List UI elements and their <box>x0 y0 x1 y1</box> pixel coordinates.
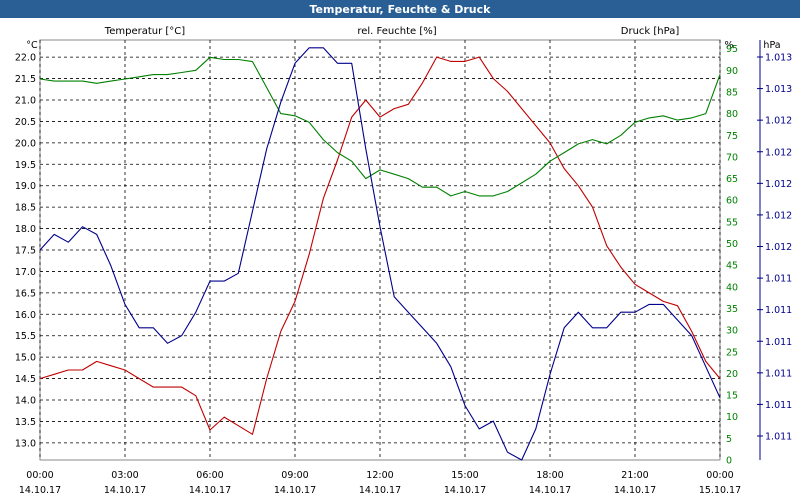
temperature-tick-label: 15.5 <box>15 331 36 342</box>
humidity-tick-label: 45 <box>726 261 738 272</box>
humidity-tick-label: 65 <box>726 174 738 185</box>
humidity-tick-label: 0 <box>726 456 732 467</box>
temperature-tick-label: 19.0 <box>15 181 36 192</box>
x-tick-date: 14.10.17 <box>104 485 146 496</box>
humidity-unit-label: % <box>724 40 733 51</box>
humidity-tick-label: 10 <box>726 412 738 423</box>
pressure-axis-label: Druck [hPa] <box>621 26 680 37</box>
x-tick-date: 14.10.17 <box>614 485 656 496</box>
x-tick-time: 06:00 <box>196 470 223 481</box>
title-bar <box>0 0 800 18</box>
x-tick-date: 14.10.17 <box>19 485 61 496</box>
humidity-tick-label: 55 <box>726 217 738 228</box>
x-tick-date: 14.10.17 <box>444 485 486 496</box>
humidity-tick-label: 40 <box>726 282 738 293</box>
temperature-tick-label: 17.5 <box>15 246 36 257</box>
x-tick-date: 14.10.17 <box>359 485 401 496</box>
humidity-tick-label: 75 <box>726 131 738 142</box>
pressure-tick-label: 1.013 <box>765 84 792 95</box>
temperature-tick-label: 20.0 <box>15 138 36 149</box>
temperature-tick-label: 16.0 <box>15 310 36 321</box>
pressure-tick-label: 1.011 <box>765 274 792 285</box>
humidity-tick-label: 20 <box>726 369 738 380</box>
humidity-tick-label: 50 <box>726 239 738 250</box>
humidity-axis-label: rel. Feuchte [%] <box>357 26 436 37</box>
humidity-tick-label: 80 <box>726 109 738 120</box>
temperature-tick-label: 22.0 <box>15 53 36 64</box>
x-tick-time: 00:00 <box>26 470 53 481</box>
temperature-tick-label: 20.5 <box>15 117 36 128</box>
temperature-tick-label: 15.0 <box>15 353 36 364</box>
humidity-tick-label: 15 <box>726 391 738 402</box>
x-tick-date: 15.10.17 <box>699 485 741 496</box>
temperature-tick-label: 13.0 <box>15 438 36 449</box>
temperature-tick-label: 13.5 <box>15 417 36 428</box>
temperature-series-line <box>39 56 721 435</box>
x-tick-date: 14.10.17 <box>274 485 316 496</box>
temperature-tick-label: 16.5 <box>15 288 36 299</box>
temperature-tick-label: 18.5 <box>15 203 36 214</box>
humidity-tick-label: 70 <box>726 152 738 163</box>
humidity-tick-label: 90 <box>726 66 738 77</box>
temperature-tick-label: 21.5 <box>15 74 36 85</box>
chart-title: Temperatur, Feuchte & Druck <box>310 3 492 16</box>
x-tick-time: 18:00 <box>536 470 563 481</box>
pressure-tick-label: 1.013 <box>765 53 792 64</box>
humidity-tick-label: 30 <box>726 326 738 337</box>
x-tick-time: 09:00 <box>281 470 308 481</box>
time-axis: 00:00 14.10.17 03:00 14.10.17 06:00 14.10.17 0… <box>19 470 741 496</box>
pressure-tick-label: 1.012 <box>765 210 792 221</box>
pressure-tick-label: 1.011 <box>765 432 792 443</box>
pressure-tick-label: 1.012 <box>765 242 792 253</box>
pressure-tick-label: 1.012 <box>765 147 792 158</box>
temperature-unit-label: °C <box>26 40 38 51</box>
pressure-tick-label: 1.011 <box>765 305 792 316</box>
temperature-tick-label: 14.0 <box>15 396 36 407</box>
temperature-tick-label: 21.0 <box>15 96 36 107</box>
x-tick-time: 03:00 <box>111 470 138 481</box>
humidity-tick-label: 60 <box>726 196 738 207</box>
x-tick-time: 12:00 <box>366 470 393 481</box>
x-tick-time: 21:00 <box>621 470 648 481</box>
x-tick-time: 00:00 <box>706 470 733 481</box>
x-tick-time: 15:00 <box>451 470 478 481</box>
pressure-tick-label: 1.011 <box>765 400 792 411</box>
temperature-tick-label: 19.5 <box>15 160 36 171</box>
temperature-axis-label: Temperatur [°C] <box>104 26 185 37</box>
humidity-tick-label: 85 <box>726 87 738 98</box>
humidity-tick-label: 5 <box>726 434 732 445</box>
pressure-tick-label: 1.011 <box>765 368 792 379</box>
temperature-tick-label: 18.0 <box>15 224 36 235</box>
pressure-series-line <box>39 47 721 461</box>
pressure-unit-label: hPa <box>763 40 780 51</box>
pressure-tick-label: 1.012 <box>765 116 792 127</box>
humidity-series-line <box>39 56 721 197</box>
humidity-tick-label: 95 <box>726 44 738 55</box>
temperature-tick-label: 17.0 <box>15 267 36 278</box>
temperature-tick-label: 14.5 <box>15 374 36 385</box>
x-tick-date: 14.10.17 <box>189 485 231 496</box>
pressure-axis: 1.011 1.011 1.011 1.011 1.011 1.011 1.012 1.012… <box>757 40 792 460</box>
pressure-tick-label: 1.011 <box>765 337 792 348</box>
x-tick-date: 14.10.17 <box>529 485 571 496</box>
humidity-tick-label: 35 <box>726 304 738 315</box>
temperature-axis: 13.0 13.5 14.0 14.5 15.0 15.5 16.0 16.5 17.0 17.5… <box>15 53 36 450</box>
pressure-tick-label: 1.012 <box>765 179 792 190</box>
series-layer <box>39 47 721 461</box>
humidity-axis: 0 5 10 15 20 25 30 35 40 45 50 55 60 65 70 75 80 85 90 95 <box>726 44 738 466</box>
humidity-tick-label: 25 <box>726 347 738 358</box>
